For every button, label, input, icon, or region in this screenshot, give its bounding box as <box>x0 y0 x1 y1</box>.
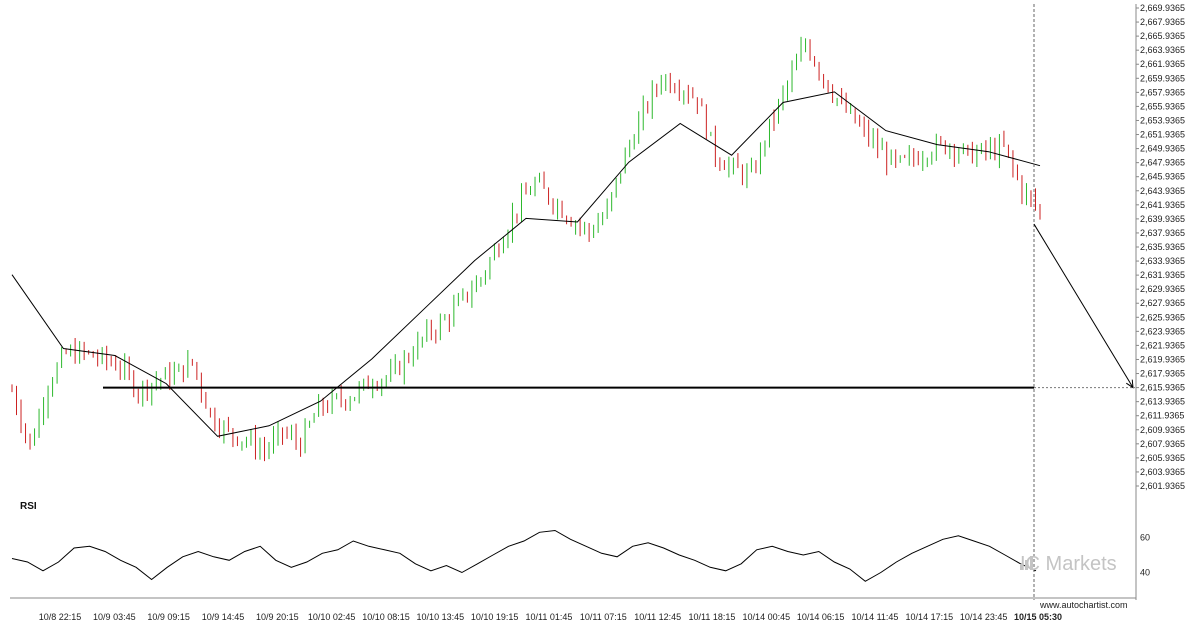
time-tick-label: 10/11 12:45 <box>634 612 681 622</box>
price-tick-label: 2,611.9365 <box>1140 411 1184 421</box>
price-tick-label: 2,607.9365 <box>1140 439 1185 449</box>
rsi-tick-label: 40 <box>1140 568 1150 578</box>
candles <box>11 36 1041 462</box>
price-tick-label: 2,633.9365 <box>1140 256 1185 266</box>
rsi-tick-label: 60 <box>1140 533 1150 543</box>
time-tick-label: 10/11 07:15 <box>580 612 627 622</box>
price-tick-label: 2,639.9365 <box>1140 214 1185 224</box>
time-tick-label: 10/9 09:15 <box>147 612 190 622</box>
price-tick-label: 2,653.9365 <box>1140 115 1185 125</box>
time-tick-label: 10/14 06:15 <box>797 612 845 622</box>
price-tick-label: 2,631.9365 <box>1140 270 1185 280</box>
axes: 2,669.9365 2,667.9365 2,665.9365 2,663.9365… <box>10 3 1185 622</box>
projection-arrow <box>1033 223 1134 388</box>
time-tick-label: 10/14 11:45 <box>852 612 899 622</box>
price-tick-label: 2,657.9365 <box>1140 87 1185 97</box>
price-tick-label: 2,647.9365 <box>1140 158 1185 168</box>
time-tick-label: 10/10 08:15 <box>362 612 410 622</box>
price-tick-label: 2,645.9365 <box>1140 172 1185 182</box>
price-tick-label: 2,601.9365 <box>1140 481 1185 491</box>
logo-bar <box>1020 564 1023 570</box>
credit-text: www.autochartist.com <box>1039 600 1128 610</box>
time-tick-label: 10/9 14:45 <box>202 612 245 622</box>
price-tick-label: 2,621.9365 <box>1140 340 1185 350</box>
time-tick-label: 10/14 00:45 <box>743 612 791 622</box>
price-tick-label: 2,619.9365 <box>1140 354 1185 364</box>
price-tick-label: 2,605.9365 <box>1140 453 1185 463</box>
broker-logo-icon <box>1020 556 1033 570</box>
moving-average-line <box>11 91 1041 437</box>
price-tick-label: 2,669.9365 <box>1140 3 1185 13</box>
time-tick-label: 10/10 02:45 <box>308 612 356 622</box>
price-tick-label: 2,651.9365 <box>1140 130 1185 140</box>
broker-watermark: IC Markets <box>1020 553 1117 575</box>
price-pane <box>11 4 1135 600</box>
time-tick-label: 10/15 05:30 <box>1014 612 1062 622</box>
price-tick-label: 2,665.9365 <box>1140 31 1185 41</box>
price-tick-label: 2,615.9365 <box>1140 383 1185 393</box>
price-tick-label: 2,617.9365 <box>1140 369 1185 379</box>
logo-bar <box>1025 560 1028 570</box>
rsi-pane: 60 40 <box>11 529 1150 582</box>
time-tick-label: 10/14 23:45 <box>960 612 1008 622</box>
time-tick-label: 10/11 01:45 <box>526 612 573 622</box>
price-tick-label: 2,629.9365 <box>1140 284 1185 294</box>
price-tick-label: 2,625.9365 <box>1140 312 1185 322</box>
price-tick-label: 2,635.9365 <box>1140 242 1185 252</box>
price-tick-label: 2,613.9365 <box>1140 397 1185 407</box>
rsi-line <box>11 529 1037 582</box>
price-tick-label: 2,643.9365 <box>1140 186 1185 196</box>
time-tick-label: 10/8 22:15 <box>39 612 82 622</box>
price-tick-label: 2,661.9365 <box>1140 59 1185 69</box>
price-tick-label: 2,641.9365 <box>1140 200 1185 210</box>
price-tick-label: 2,655.9365 <box>1140 101 1185 111</box>
time-tick-label: 10/11 18:15 <box>689 612 736 622</box>
price-tick-label: 2,609.9365 <box>1140 425 1185 435</box>
price-tick-label: 2,663.9365 <box>1140 45 1185 55</box>
time-tick-label: 10/10 13:45 <box>417 612 465 622</box>
price-tick-label: 2,649.9365 <box>1140 144 1185 154</box>
price-tick-label: 2,623.9365 <box>1140 326 1185 336</box>
logo-bar <box>1030 556 1033 570</box>
price-tick-label: 2,627.9365 <box>1140 298 1185 308</box>
time-tick-label: 10/10 19:15 <box>471 612 519 622</box>
time-tick-label: 10/14 17:15 <box>906 612 954 622</box>
time-tick-label: 10/9 03:45 <box>93 612 136 622</box>
price-tick-label: 2,603.9365 <box>1140 467 1185 477</box>
projection-arrow-head <box>1126 379 1134 389</box>
price-tick-label: 2,667.9365 <box>1140 17 1185 27</box>
price-tick-label: 2,637.9365 <box>1140 228 1185 238</box>
price-tick-label: 2,659.9365 <box>1140 73 1185 83</box>
rsi-title: RSI <box>20 501 37 512</box>
time-tick-label: 10/9 20:15 <box>256 612 299 622</box>
